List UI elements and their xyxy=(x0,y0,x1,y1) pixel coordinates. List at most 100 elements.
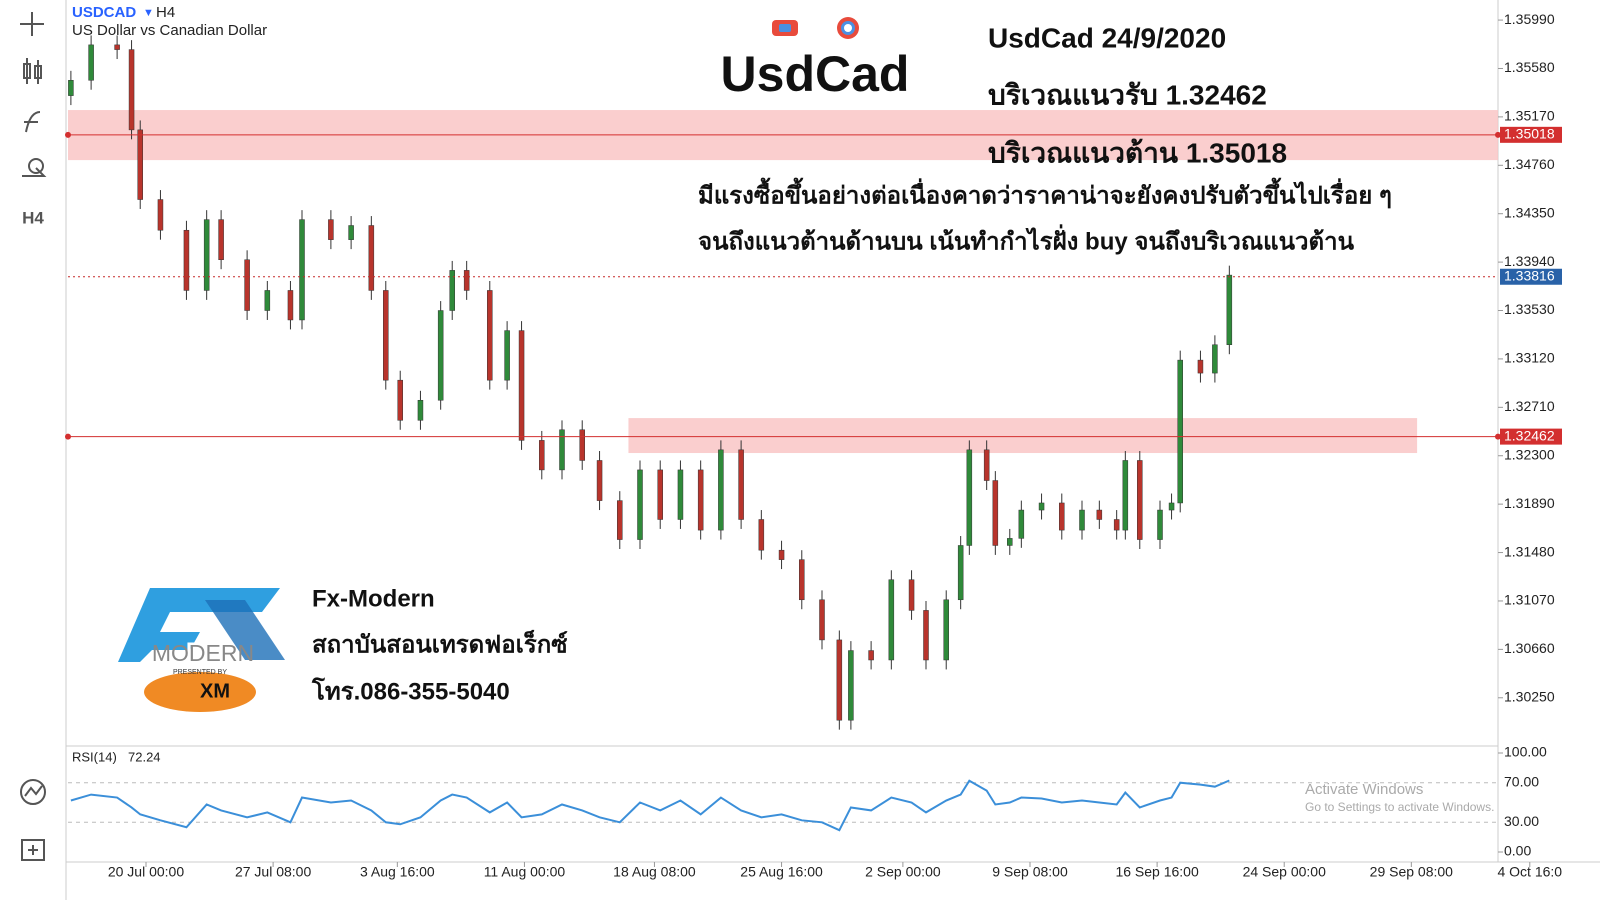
level-anchor xyxy=(1495,131,1501,138)
candle-body xyxy=(697,469,704,531)
candle-body xyxy=(1157,509,1163,540)
symbol[interactable]: USDCAD xyxy=(72,4,136,21)
level-anchor xyxy=(65,131,71,138)
toolbar xyxy=(20,12,47,861)
candle-body xyxy=(888,579,895,661)
price-tag-label: 1.33816 xyxy=(1504,267,1555,283)
candle-body xyxy=(1079,509,1085,531)
timeframe: H4 xyxy=(156,4,175,21)
y-tick-label: 1.32710 xyxy=(1504,398,1555,414)
symbol-dropdown[interactable]: ▼ xyxy=(143,7,154,19)
candle-tool[interactable] xyxy=(23,58,42,84)
annotation-support: บริเวณแนวรับ 1.32462 xyxy=(988,79,1267,110)
candle-body xyxy=(437,310,444,401)
rsi-tool[interactable] xyxy=(20,779,46,805)
crosshair-tool[interactable] xyxy=(20,12,44,36)
candle-body xyxy=(1168,502,1175,511)
x-tick-label: 4 Oct 16:0 xyxy=(1497,864,1562,880)
candle-body xyxy=(836,639,843,721)
candle-body xyxy=(518,330,525,441)
phone: โทร.086-355-5040 xyxy=(311,676,510,705)
candle-body xyxy=(1007,538,1013,546)
annotation-date: UsdCad 24/9/2020 xyxy=(988,22,1226,53)
x-tick-label: 20 Jul 00:00 xyxy=(108,864,184,880)
y-tick-label: 1.31890 xyxy=(1504,495,1555,511)
candle-body xyxy=(504,330,510,381)
add-panel[interactable] xyxy=(21,839,45,861)
candle-body xyxy=(539,440,545,471)
y-tick-label: 1.33530 xyxy=(1504,301,1555,317)
y-tick-label: 1.34760 xyxy=(1504,156,1555,172)
y-tick-label: 1.35990 xyxy=(1504,11,1555,27)
candle-body xyxy=(992,480,999,546)
candle-body xyxy=(1059,502,1065,531)
candle-body xyxy=(579,429,585,461)
rsi-line xyxy=(70,779,1230,832)
y-tick-label: 30.00 xyxy=(1504,813,1539,829)
candle-body xyxy=(1137,460,1143,540)
candle-body xyxy=(943,599,949,661)
x-tick-label: 9 Sep 08:00 xyxy=(992,864,1068,880)
candle-body xyxy=(68,80,74,96)
candle-body xyxy=(1096,509,1103,520)
candle-body xyxy=(397,379,403,421)
candle-body xyxy=(957,545,964,601)
x-tick-label: 29 Sep 08:00 xyxy=(1370,864,1454,880)
candle-body xyxy=(218,219,224,260)
candle-body xyxy=(1122,460,1129,531)
annotation-resistance: บริเวณแนวต้าน 1.35018 xyxy=(988,137,1287,168)
rsi-title: RSI(14) xyxy=(72,749,117,764)
logo-broker: XM xyxy=(200,680,230,702)
candle-body xyxy=(1113,519,1120,531)
candle-body xyxy=(1038,502,1045,511)
candle-body xyxy=(368,225,375,291)
candle-body xyxy=(778,549,785,560)
x-tick-label: 18 Aug 08:00 xyxy=(613,864,696,880)
candle-body xyxy=(417,399,424,421)
symbol-description: US Dollar vs Canadian Dollar xyxy=(72,22,267,39)
x-tick-label: 3 Aug 16:00 xyxy=(360,864,435,880)
header-icons xyxy=(772,17,859,39)
candle-body xyxy=(559,429,565,471)
y-tick-label: 1.30660 xyxy=(1504,640,1555,656)
candle-body xyxy=(657,469,663,520)
logo xyxy=(118,588,285,712)
timeframe-button[interactable]: H4 xyxy=(22,208,44,227)
candle-body xyxy=(299,219,305,321)
candle-body xyxy=(287,290,294,321)
candle-body xyxy=(183,229,190,291)
candle-body xyxy=(718,449,724,531)
candle-body xyxy=(114,44,120,50)
y-tick-label: 1.33940 xyxy=(1504,253,1555,269)
big-title: UsdCad xyxy=(721,46,910,102)
shapes-tool[interactable] xyxy=(22,158,47,177)
candle-body xyxy=(128,49,135,131)
y-tick-label: 1.31070 xyxy=(1504,592,1555,608)
candle-body xyxy=(157,199,164,231)
rsi-last-value: 72.24 xyxy=(128,749,161,764)
indicator-tool[interactable] xyxy=(24,111,41,133)
plot-area: 1.35990 1.35580 1.35170 1.34760 1.34350 1.339… xyxy=(65,11,1562,880)
x-tick-label: 11 Aug 00:00 xyxy=(484,864,566,880)
candle-body xyxy=(449,270,455,311)
candle-body xyxy=(799,559,805,601)
candle-body xyxy=(596,460,603,501)
y-tick-label: 70.00 xyxy=(1504,773,1539,789)
candle-body xyxy=(264,290,271,311)
watermark-title: Activate Windows xyxy=(1305,781,1423,798)
candle-body xyxy=(328,219,334,240)
candle-body xyxy=(1197,359,1204,374)
candle-body xyxy=(383,290,389,381)
watermark-subtitle: Go to Settings to activate Windows. xyxy=(1305,800,1494,814)
candle-body xyxy=(88,44,94,81)
level-anchor xyxy=(65,433,71,440)
y-tick-label: 1.31480 xyxy=(1504,543,1555,559)
y-tick-label: 1.35170 xyxy=(1504,108,1555,124)
x-tick-label: 25 Aug 16:00 xyxy=(740,864,823,880)
y-tick-label: 1.34350 xyxy=(1504,204,1555,220)
y-tick-label: 0.00 xyxy=(1504,843,1531,859)
candle-body xyxy=(1226,274,1233,346)
y-tick-label: 1.30250 xyxy=(1504,688,1555,704)
candle-body xyxy=(677,469,684,520)
